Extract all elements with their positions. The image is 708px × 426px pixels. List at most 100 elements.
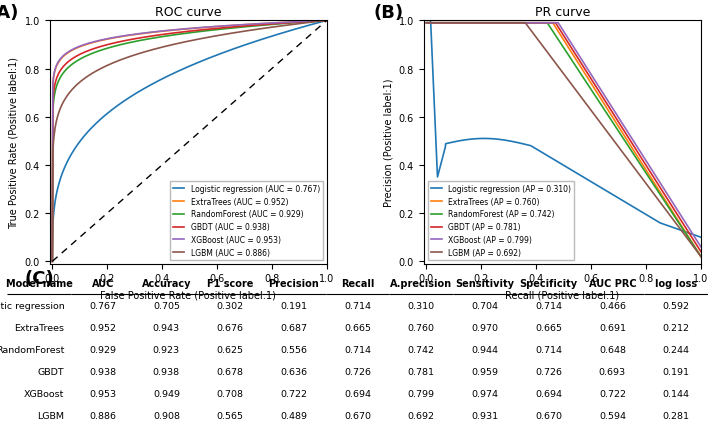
Logistic regression (AP = 0.310) bbox=[547, 155, 555, 161]
Logistic regression (AUC = 0.767) bbox=[180, 67, 188, 72]
LGBM (AP = 0.692) bbox=[547, 55, 555, 60]
Logistic regression (AP = 0.310) bbox=[629, 205, 637, 210]
ExtraTrees (AP = 0.760) bbox=[697, 254, 705, 259]
Title: PR curve: PR curve bbox=[535, 6, 590, 19]
Line: ExtraTrees (AP = 0.760): ExtraTrees (AP = 0.760) bbox=[426, 24, 701, 257]
Line: RandomForest (AP = 0.742): RandomForest (AP = 0.742) bbox=[426, 24, 701, 257]
Logistic regression (AUC = 0.767) bbox=[322, 19, 331, 24]
Logistic regression (AP = 0.310) bbox=[697, 235, 705, 240]
Text: (B): (B) bbox=[374, 4, 404, 22]
X-axis label: False Positive Rate (Positive label:1): False Positive Rate (Positive label:1) bbox=[101, 289, 276, 299]
LGBM (AUC = 0.886) bbox=[273, 25, 282, 30]
Logistic regression (AP = 0.310) bbox=[605, 191, 614, 196]
X-axis label: Recall (Positive label:1): Recall (Positive label:1) bbox=[506, 289, 620, 299]
RandomForest (AP = 0.742) bbox=[605, 116, 614, 121]
Line: Logistic regression (AP = 0.310): Logistic regression (AP = 0.310) bbox=[426, 21, 701, 238]
Line: XGBoost (AP = 0.799): XGBoost (AP = 0.799) bbox=[426, 24, 701, 247]
Logistic regression (AUC = 0.767) bbox=[316, 20, 324, 26]
ExtraTrees (AP = 0.760) bbox=[547, 21, 555, 26]
XGBoost (AP = 0.799) bbox=[422, 21, 430, 26]
LGBM (AP = 0.692) bbox=[422, 21, 430, 26]
GBDT (AP = 0.781) bbox=[471, 21, 479, 26]
GBDT (AP = 0.781) bbox=[493, 21, 501, 26]
GBDT (AP = 0.781) bbox=[584, 72, 593, 78]
XGBoost (AUC = 0.953) bbox=[322, 19, 331, 24]
LGBM (AUC = 0.886) bbox=[197, 37, 205, 42]
LGBM (AP = 0.692) bbox=[697, 254, 705, 259]
RandomForest (AP = 0.742) bbox=[629, 152, 637, 157]
Legend: Logistic regression (AP = 0.310), ExtraTrees (AP = 0.760), RandomForest (AP = 0.: Logistic regression (AP = 0.310), ExtraT… bbox=[428, 181, 574, 260]
RandomForest (AP = 0.742) bbox=[493, 21, 501, 26]
LGBM (AUC = 0.886) bbox=[180, 40, 188, 46]
LGBM (AUC = 0.886) bbox=[48, 259, 57, 264]
Line: ExtraTrees (AUC = 0.952): ExtraTrees (AUC = 0.952) bbox=[52, 21, 326, 262]
GBDT (AP = 0.781) bbox=[697, 250, 705, 255]
Line: XGBoost (AUC = 0.953): XGBoost (AUC = 0.953) bbox=[52, 21, 326, 262]
RandomForest (AUC = 0.929) bbox=[273, 23, 282, 28]
XGBoost (AP = 0.799) bbox=[584, 68, 593, 73]
Line: GBDT (AP = 0.781): GBDT (AP = 0.781) bbox=[426, 24, 701, 252]
ExtraTrees (AP = 0.760) bbox=[493, 21, 501, 26]
GBDT (AP = 0.781) bbox=[422, 21, 430, 26]
ExtraTrees (AUC = 0.952) bbox=[178, 28, 187, 33]
Logistic regression (AUC = 0.767) bbox=[197, 60, 205, 65]
ExtraTrees (AP = 0.760) bbox=[605, 111, 614, 116]
XGBoost (AP = 0.799) bbox=[629, 138, 637, 144]
RandomForest (AUC = 0.929) bbox=[178, 32, 187, 37]
GBDT (AUC = 0.938) bbox=[48, 259, 57, 264]
RandomForest (AP = 0.742) bbox=[471, 21, 479, 26]
Y-axis label: Precision (Positive label:1): Precision (Positive label:1) bbox=[383, 79, 393, 207]
ExtraTrees (AP = 0.760) bbox=[471, 21, 479, 26]
Logistic regression (AP = 0.310) bbox=[584, 178, 593, 183]
XGBoost (AUC = 0.953) bbox=[180, 27, 188, 32]
GBDT (AUC = 0.938) bbox=[197, 28, 205, 33]
Y-axis label: True Positive Rate (Positive label:1): True Positive Rate (Positive label:1) bbox=[9, 57, 19, 228]
Logistic regression (AUC = 0.767) bbox=[178, 67, 187, 72]
XGBoost (AP = 0.799) bbox=[471, 21, 479, 26]
RandomForest (AP = 0.742) bbox=[584, 83, 593, 89]
LGBM (AUC = 0.886) bbox=[322, 19, 331, 24]
LGBM (AP = 0.692) bbox=[493, 21, 501, 26]
GBDT (AUC = 0.938) bbox=[178, 30, 187, 35]
RandomForest (AUC = 0.929) bbox=[197, 30, 205, 35]
GBDT (AUC = 0.938) bbox=[322, 19, 331, 24]
XGBoost (AUC = 0.953) bbox=[212, 25, 220, 30]
ExtraTrees (AP = 0.760) bbox=[422, 21, 430, 26]
XGBoost (AUC = 0.953) bbox=[197, 26, 205, 31]
RandomForest (AUC = 0.929) bbox=[212, 28, 220, 33]
Logistic regression (AUC = 0.767) bbox=[48, 259, 57, 264]
Line: Logistic regression (AUC = 0.767): Logistic regression (AUC = 0.767) bbox=[52, 21, 326, 262]
ExtraTrees (AP = 0.760) bbox=[584, 77, 593, 82]
LGBM (AUC = 0.886) bbox=[316, 20, 324, 25]
LGBM (AUC = 0.886) bbox=[178, 41, 187, 46]
LGBM (AP = 0.692) bbox=[471, 21, 479, 26]
GBDT (AUC = 0.938) bbox=[212, 27, 220, 32]
RandomForest (AP = 0.742) bbox=[697, 254, 705, 259]
XGBoost (AP = 0.799) bbox=[547, 21, 555, 26]
XGBoost (AP = 0.799) bbox=[493, 21, 501, 26]
XGBoost (AP = 0.799) bbox=[605, 102, 614, 107]
ExtraTrees (AUC = 0.952) bbox=[197, 26, 205, 31]
Logistic regression (AUC = 0.767) bbox=[212, 54, 220, 59]
Legend: Logistic regression (AUC = 0.767), ExtraTrees (AUC = 0.952), RandomForest (AUC =: Logistic regression (AUC = 0.767), Extra… bbox=[170, 181, 323, 260]
Text: (C): (C) bbox=[25, 270, 55, 288]
ExtraTrees (AUC = 0.952) bbox=[212, 25, 220, 30]
Logistic regression (AP = 0.310) bbox=[471, 137, 479, 142]
ExtraTrees (AP = 0.760) bbox=[629, 148, 637, 153]
RandomForest (AUC = 0.929) bbox=[180, 32, 188, 37]
GBDT (AP = 0.781) bbox=[547, 21, 555, 26]
GBDT (AUC = 0.938) bbox=[316, 19, 324, 24]
ExtraTrees (AUC = 0.952) bbox=[180, 27, 188, 32]
ExtraTrees (AUC = 0.952) bbox=[48, 259, 57, 264]
RandomForest (AUC = 0.929) bbox=[316, 19, 324, 24]
Text: (A): (A) bbox=[0, 4, 19, 22]
GBDT (AUC = 0.938) bbox=[273, 22, 282, 27]
Logistic regression (AP = 0.310) bbox=[493, 137, 501, 142]
XGBoost (AUC = 0.953) bbox=[178, 27, 187, 32]
XGBoost (AUC = 0.953) bbox=[273, 21, 282, 26]
XGBoost (AP = 0.799) bbox=[697, 245, 705, 250]
ExtraTrees (AUC = 0.952) bbox=[322, 19, 331, 24]
Logistic regression (AUC = 0.767) bbox=[273, 33, 282, 38]
Logistic regression (AP = 0.310) bbox=[422, 19, 430, 24]
RandomForest (AP = 0.742) bbox=[422, 21, 430, 26]
